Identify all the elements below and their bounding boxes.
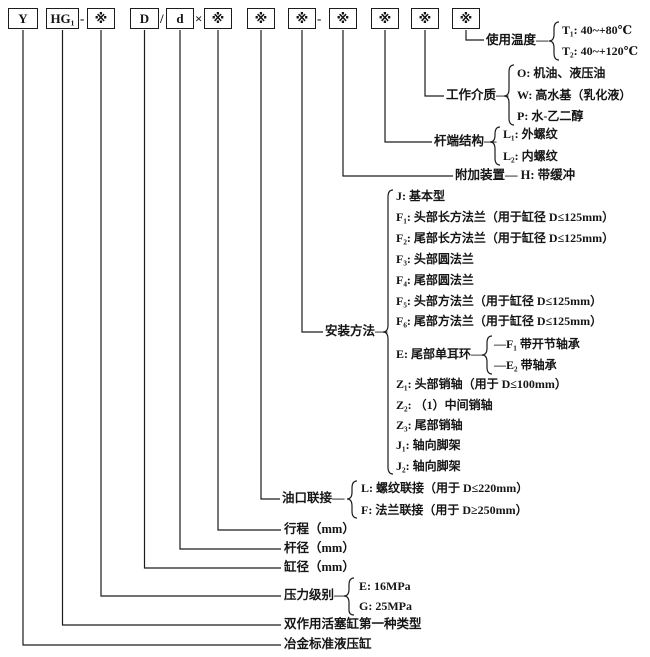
pressure-item: G: 25MPa	[359, 599, 412, 613]
oil-port-item: L: 螺纹联接（用于 D≤220mm）	[361, 481, 529, 495]
branch-label-oil-port: 油口联接—	[282, 491, 345, 505]
branch-label-product: 冶金标准液压缸	[284, 637, 372, 651]
mounting-item: J: 基本型	[396, 189, 445, 203]
branch-label-bore-diameter: 缸径（mm）	[284, 560, 355, 574]
rod-end-item: L₂: 内螺纹	[503, 149, 558, 163]
branch-label-stroke: 行程（mm）	[284, 522, 355, 536]
medium-item: O: 机油、液压油	[517, 66, 606, 80]
mounting-item: Z₁: 头部销轴（用于 D≤100mm）	[396, 377, 567, 391]
rod-end-item: L₁: 外螺纹	[503, 127, 558, 141]
separator-dash-2: -	[317, 11, 322, 26]
code-box-mounting: ※	[288, 8, 316, 29]
eyelet-sub-item: —E₂ 带轴承	[494, 358, 557, 372]
code-box-type: HG₁	[46, 8, 79, 29]
branch-label-pressure: 压力级别—	[284, 588, 347, 602]
eyelet-sub-item: —F₁ 带开节轴承	[494, 337, 580, 351]
branch-label-medium: 工作介质—	[446, 88, 509, 102]
mounting-item: F₂: 尾部长方法兰（用于缸径 D≤125mm）	[396, 231, 615, 245]
pressure-item: E: 16MPa	[359, 579, 411, 593]
code-box-attachment: ※	[329, 8, 357, 29]
mounting-item: F₃: 头部圆法兰	[396, 252, 474, 266]
medium-item: W: 高水基（乳化液）	[517, 88, 632, 102]
separator-dash-1: -	[80, 11, 85, 26]
code-box-temperature: ※	[452, 8, 480, 29]
branch-label-cylinder-type: 双作用活塞缸第一种类型	[284, 617, 422, 631]
branch-label-mounting: 安装方法—	[325, 324, 388, 338]
code-box-pressure: ※	[87, 8, 115, 29]
code-box-medium: ※	[411, 8, 439, 29]
mounting-item: F₅: 头部方法兰（用于缸径 D≤125mm）	[396, 294, 603, 308]
branch-label-rod-end: 杆端结构—	[434, 134, 497, 148]
mounting-item: F₆: 尾部方法兰（用于缸径 D≤125mm）	[396, 314, 603, 328]
mounting-item: F₄: 尾部圆法兰	[396, 273, 474, 287]
separator-slash: /	[160, 11, 164, 26]
branch-label-temperature: 使用温度—	[486, 33, 549, 47]
branch-label-rod-diameter: 杆径（mm）	[284, 541, 355, 555]
code-box-stroke: ※	[204, 8, 232, 29]
mounting-item: F₁: 头部长方法兰（用于缸径 D≤125mm）	[396, 210, 615, 224]
code-box-rod: d	[166, 8, 194, 29]
separator-times: ×	[195, 11, 203, 26]
mounting-item: J₂: 轴向脚架	[396, 459, 461, 473]
temperature-item: T₂: 40~+120℃	[562, 44, 639, 58]
medium-item: P: 水-乙二醇	[517, 109, 584, 123]
oil-port-item: F: 法兰联接（用于 D≥250mm）	[361, 503, 528, 517]
code-box-bore: D	[130, 8, 159, 29]
code-box-oil-port: ※	[247, 8, 275, 29]
code-box-rod-end: ※	[371, 8, 399, 29]
code-box-series: Y	[8, 8, 38, 29]
mounting-item: J₁: 轴向脚架	[396, 438, 461, 452]
branch-label-attachment: 附加装置— H: 带缓冲	[455, 168, 576, 182]
mounting-item: Z₂: （1）中间销轴	[396, 398, 493, 412]
temperature-item: T₁: 40~+80℃	[562, 23, 633, 37]
mounting-item: Z₃: 尾部销轴	[396, 418, 463, 432]
mounting-item-eyelet: E: 尾部单耳环—	[396, 347, 484, 361]
